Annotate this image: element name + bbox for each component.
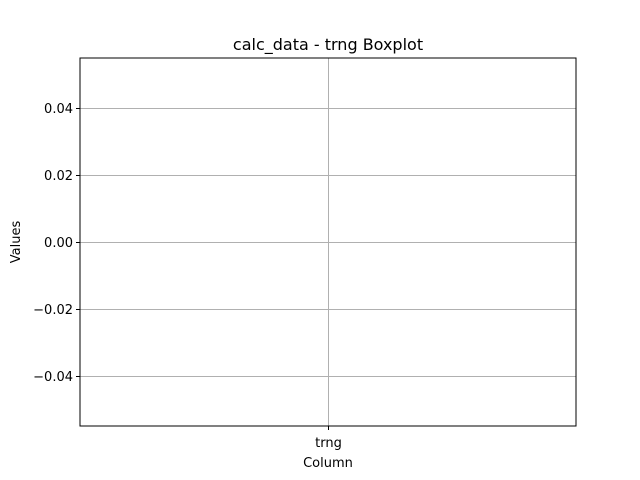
chart-title: calc_data - trng Boxplot [233, 35, 423, 55]
y-tick-label: 0.02 [44, 169, 73, 184]
y-tick-label: −0.04 [33, 370, 73, 385]
x-tick-label: trng [315, 436, 342, 451]
x-axis-ticks: trng [315, 426, 342, 451]
y-axis-title: Values [9, 221, 24, 264]
y-tick-label: 0.00 [44, 236, 73, 251]
x-axis-title: Column [303, 456, 353, 471]
grid-lines [80, 58, 576, 426]
y-tick-label: 0.04 [44, 102, 73, 117]
y-tick-label: −0.02 [33, 303, 73, 318]
y-axis-ticks: −0.04 −0.02 0.00 0.02 0.04 [33, 102, 80, 385]
